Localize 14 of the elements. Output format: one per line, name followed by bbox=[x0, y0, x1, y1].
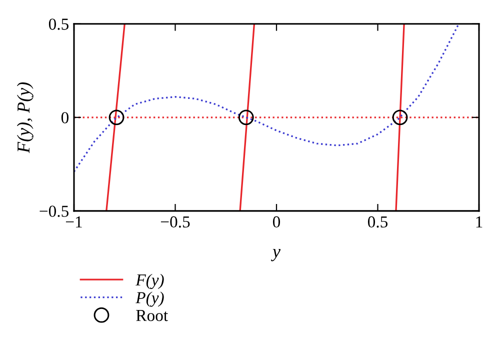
legend-label: F(y) bbox=[136, 274, 164, 290]
legend-label: Root bbox=[136, 310, 168, 322]
y-tick-label: 0.5 bbox=[48, 18, 68, 30]
legend-label: P(y) bbox=[136, 292, 164, 307]
y-tick-label: −0.5 bbox=[40, 206, 68, 217]
x-tick-label: −0.5 bbox=[160, 216, 190, 228]
x-axis-title: y bbox=[270, 249, 281, 262]
x-tick-label: 0 bbox=[272, 216, 280, 228]
line-series bbox=[74, 24, 460, 172]
x-tick-label: −1 bbox=[66, 216, 82, 228]
y-tick-label: 0 bbox=[61, 112, 69, 124]
x-tick-label: 1 bbox=[476, 216, 482, 228]
x-tick-label: 0.5 bbox=[368, 216, 388, 228]
y-axis-title: F(y), P(y) bbox=[16, 82, 34, 154]
